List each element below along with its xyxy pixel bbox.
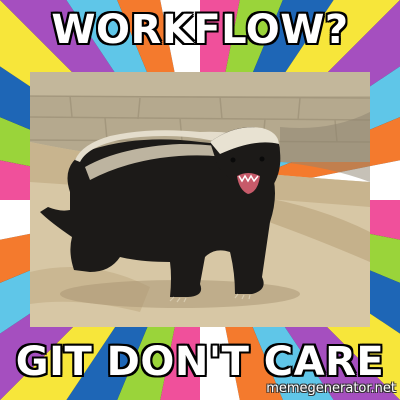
top-caption: WORKFLOW? — [51, 7, 349, 53]
bottom-caption: GIT DON'T CARE — [15, 339, 385, 385]
badger-body — [40, 139, 275, 297]
watermark[interactable]: memegenerator.net — [266, 381, 396, 396]
badger-mouth — [237, 173, 260, 194]
honey-badger-photo — [30, 72, 370, 327]
